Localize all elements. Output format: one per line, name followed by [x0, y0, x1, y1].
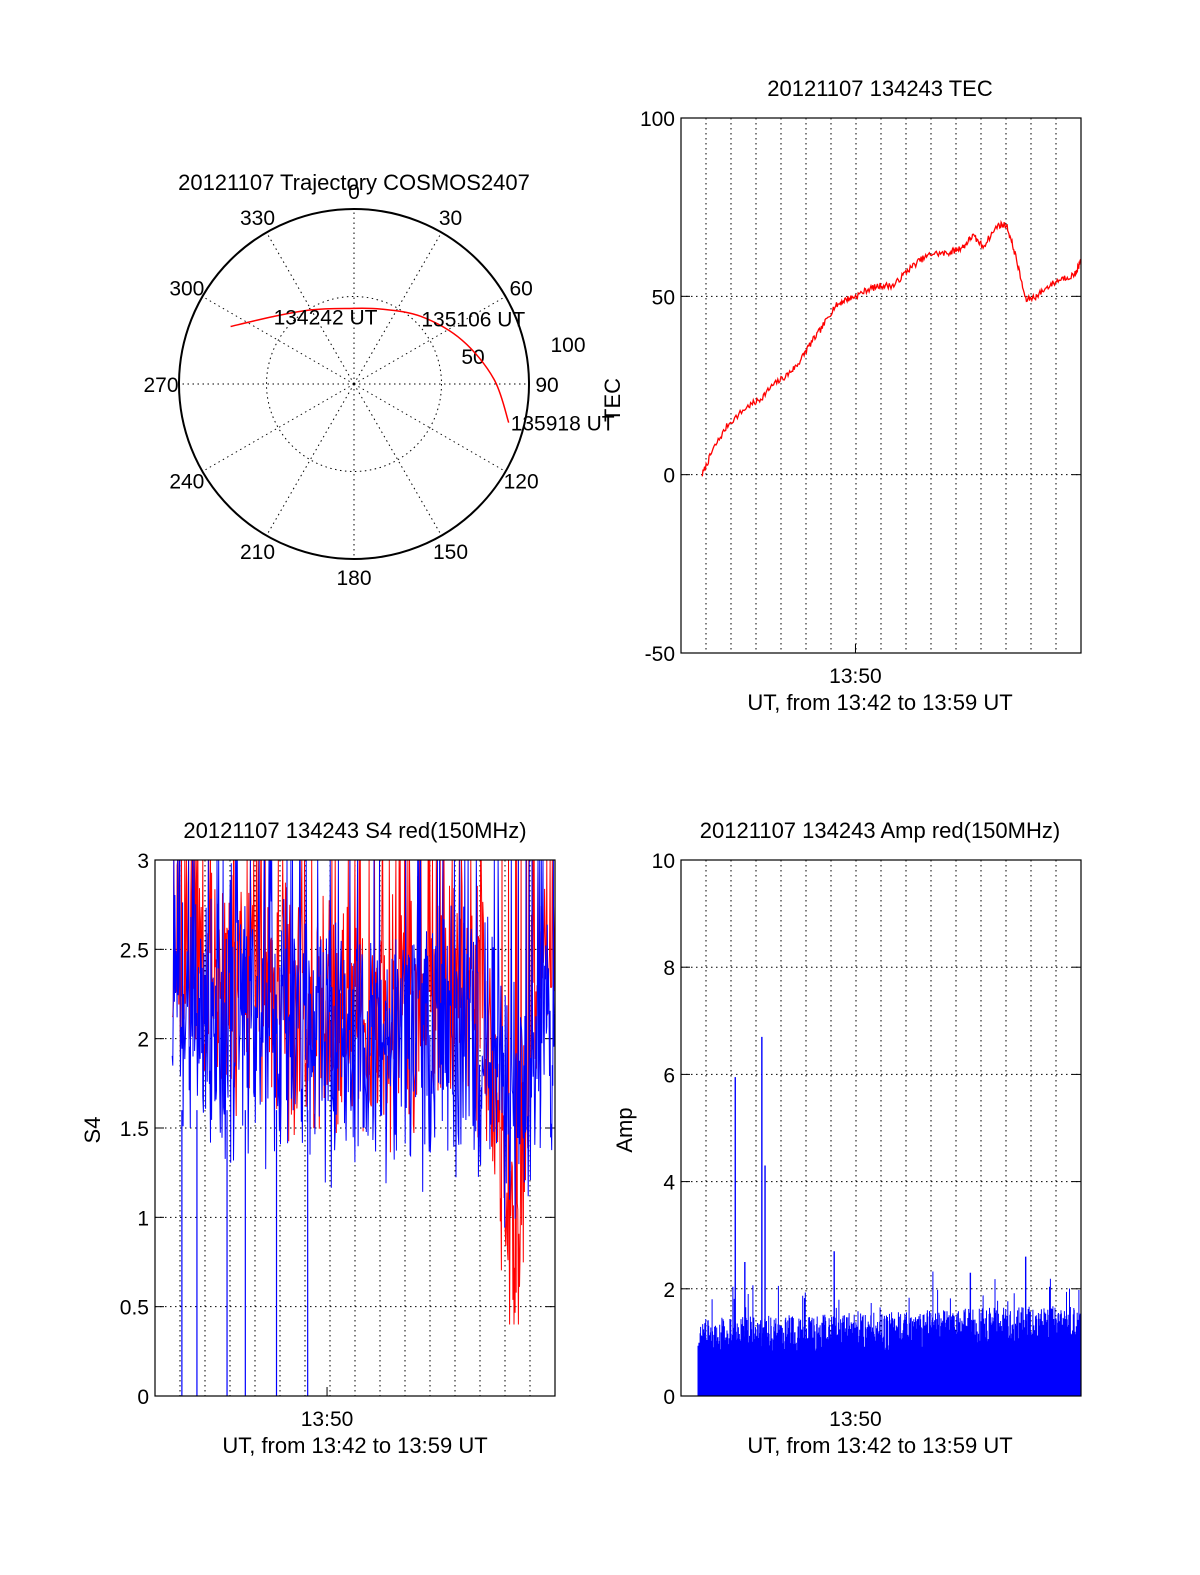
- y-tick-label: 10: [652, 850, 675, 873]
- y-tick-label: 50: [652, 286, 675, 309]
- amp-panel: 20121107 134243 Amp red(150MHz) 1086420 …: [612, 818, 1082, 1458]
- polar-azimuth-label: 90: [535, 374, 558, 397]
- s4-series-clip: [171, 860, 555, 1396]
- polar-radial-labels: 50 100: [461, 334, 585, 369]
- x-tick-label: 13:50: [829, 1408, 882, 1431]
- s4-ylabel: S4: [80, 1117, 105, 1144]
- y-tick-label: 2: [663, 1279, 675, 1302]
- amp-ylabel: Amp: [612, 1107, 637, 1152]
- x-tick-label: 13:50: [301, 1408, 354, 1431]
- amp-title: 20121107 134243 Amp red(150MHz): [700, 818, 1060, 843]
- tec-title: 20121107 134243 TEC: [767, 76, 993, 101]
- s4-xlabel: UT, from 13:42 to 13:59 UT: [222, 1433, 487, 1458]
- polar-grid: [178, 208, 530, 560]
- polar-azimuth-label: 300: [169, 278, 204, 301]
- tec-grid: [681, 117, 1081, 654]
- polar-spoke: [202, 383, 355, 472]
- polar-spoke: [353, 296, 506, 385]
- y-tick-label: 1: [137, 1207, 149, 1230]
- polar-trajectory: [230, 307, 510, 423]
- amp-series: [697, 1036, 1082, 1396]
- polar-time-annotation: 134242 UT: [274, 307, 378, 330]
- y-tick-label: 2.5: [120, 939, 149, 962]
- polar-azimuth-label: 0: [348, 181, 360, 204]
- y-tick-label: 4: [663, 1172, 675, 1195]
- polar-trajectory-line: [230, 307, 510, 423]
- s4-title: 20121107 134243 S4 red(150MHz): [183, 818, 526, 843]
- polar-panel: 20121107 Trajectory COSMOS2407 0 30 60 90 12…: [143, 170, 614, 590]
- tec-plot-frame: [680, 117, 1082, 654]
- y-tick-label: 1.5: [120, 1118, 149, 1141]
- y-tick-label: 0: [663, 465, 675, 488]
- polar-spoke: [202, 296, 355, 385]
- amp-y-tick-labels: 10 8 6 4 2 0: [652, 850, 676, 1409]
- polar-time-annotation: 135918 UT: [511, 413, 615, 436]
- polar-azimuth-label: 180: [336, 567, 371, 590]
- polar-azimuth-label: 330: [240, 207, 275, 230]
- amp-x-tick-labels: 13:50: [829, 1408, 882, 1431]
- tec-xlabel: UT, from 13:42 to 13:59 UT: [747, 690, 1012, 715]
- tec-x-tick-labels: 13:50: [829, 665, 882, 688]
- y-tick-label: -50: [645, 643, 675, 666]
- s4-y-tick-labels: 3 2.5 2 1.5 1 0.5 0: [120, 850, 149, 1409]
- y-tick-label: 0.5: [120, 1297, 149, 1320]
- tec-ylabel: TEC: [600, 378, 625, 422]
- polar-azimuth-label: 30: [439, 207, 462, 230]
- polar-time-annotation: 135106 UT: [421, 309, 525, 332]
- polar-radial-label: 100: [550, 334, 585, 357]
- polar-spoke: [353, 232, 442, 385]
- polar-spoke: [266, 232, 355, 385]
- polar-outer-circle: [178, 208, 530, 560]
- tec-line: [701, 219, 1082, 477]
- y-tick-label: 2: [137, 1029, 149, 1052]
- amp-plot-frame: [680, 859, 1082, 1397]
- y-tick-label: 3: [137, 850, 149, 873]
- polar-title: 20121107 Trajectory COSMOS2407: [178, 170, 530, 195]
- polar-azimuth-label: 150: [433, 541, 468, 564]
- polar-azimuth-label: 60: [509, 278, 532, 301]
- s4-blue-line: [171, 860, 555, 1228]
- tec-series: [701, 219, 1082, 477]
- x-tick-label: 13:50: [829, 665, 882, 688]
- polar-azimuth-label: 210: [240, 541, 275, 564]
- polar-spoke: [353, 383, 506, 472]
- y-tick-label: 0: [663, 1386, 675, 1409]
- s4-series: [171, 860, 555, 1396]
- y-tick-label: 8: [663, 957, 675, 980]
- y-tick-label: 6: [663, 1064, 675, 1087]
- polar-spoke: [353, 383, 442, 536]
- polar-radial-label: 50: [461, 346, 484, 369]
- polar-mid-circle: [266, 296, 442, 472]
- s4-panel: 20121107 134243 S4 red(150MHz) 3 2.5 2 1.5 1…: [80, 818, 556, 1458]
- amp-floor-fill: [698, 1350, 1081, 1396]
- y-tick-label: 100: [640, 108, 675, 131]
- s4-x-tick-labels: 13:50: [301, 1408, 354, 1431]
- amp-xlabel: UT, from 13:42 to 13:59 UT: [747, 1433, 1012, 1458]
- polar-spoke: [266, 383, 355, 536]
- polar-annotations: 134242 UT 135106 UT 135918 UT: [274, 307, 615, 436]
- polar-azimuth-labels: 0 30 60 90 120 150 180 210 240 270 300 330: [143, 181, 558, 590]
- s4-plot-frame: [154, 859, 556, 1397]
- tec-y-tick-labels: 100 50 0 -50: [640, 108, 675, 666]
- polar-azimuth-label: 270: [143, 374, 178, 397]
- polar-azimuth-label: 120: [504, 471, 539, 494]
- polar-azimuth-label: 240: [169, 471, 204, 494]
- y-tick-label: 0: [137, 1386, 149, 1409]
